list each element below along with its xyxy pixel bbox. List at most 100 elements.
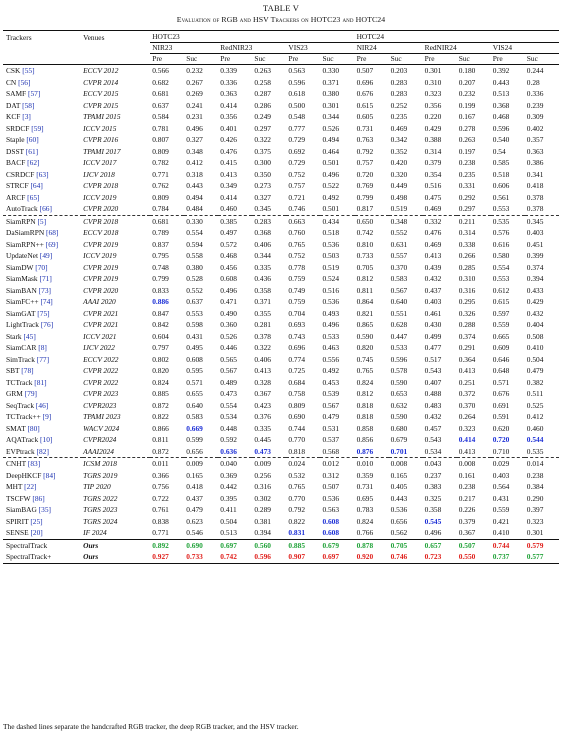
suc-value: 0.494 — [322, 135, 340, 144]
tracker-name: MHT [22] — [3, 481, 83, 493]
citation-link[interactable]: [74] — [40, 297, 53, 306]
table-row: SPIRIT [25] TGRS 2024 0.838 0.623 0.504 0.381… — [3, 516, 559, 528]
tracker-name-text: SiamCAR — [6, 343, 37, 352]
citation-link[interactable]: [84] — [43, 470, 56, 480]
citation-link[interactable]: [82] — [36, 446, 49, 456]
suc-value: 0.217 — [458, 493, 476, 503]
suc-value: 0.368 — [254, 228, 271, 237]
tracker-name: TSCFW [86] — [3, 493, 83, 505]
pre-value: 0.469 — [424, 239, 442, 249]
citation-link[interactable]: [76] — [40, 320, 54, 329]
pre-value: 0.496 — [220, 285, 237, 295]
pre-value: 0.604 — [152, 331, 169, 341]
suc-value: 0.537 — [322, 435, 340, 444]
tracker-name: SBT [78] — [3, 365, 83, 377]
citation-link[interactable]: [66] — [39, 204, 52, 213]
suc-value: 0.256 — [254, 470, 271, 480]
suc-header: Suc — [186, 54, 198, 63]
citation-link[interactable]: [9] — [42, 412, 52, 421]
citation-link[interactable]: [69] — [45, 239, 59, 249]
citation-link[interactable]: [78] — [21, 366, 34, 375]
citation-link[interactable]: [20] — [30, 528, 43, 537]
citation-link[interactable]: [62] — [27, 158, 40, 167]
citation-link[interactable]: [55] — [22, 66, 35, 75]
citation-link[interactable]: [22] — [24, 482, 37, 491]
citation-link[interactable]: [10] — [40, 435, 53, 444]
suc-value: 0.640 — [390, 297, 408, 306]
pre-value: 0.442 — [220, 482, 237, 491]
suc-value: 0.263 — [254, 66, 271, 75]
pre-value: 0.637 — [152, 100, 169, 110]
tracker-name: SPIRIT [25] — [3, 516, 83, 528]
pre-value: 0.742 — [356, 228, 374, 237]
pre-value: 0.543 — [424, 366, 442, 375]
venue: ICCV 2019 — [83, 192, 117, 202]
suc-value: 0.551 — [390, 308, 408, 318]
citation-link[interactable]: [59] — [31, 123, 44, 133]
citation-link[interactable]: [57] — [28, 89, 41, 98]
pre-value: 0.811 — [356, 285, 373, 295]
pre-header: Pre — [492, 54, 503, 63]
pre-value: 0.770 — [288, 435, 306, 444]
pre-value: 0.684 — [288, 377, 306, 387]
citation-link[interactable]: [61] — [25, 146, 39, 156]
citation-link[interactable]: [79] — [24, 389, 38, 398]
citation-link[interactable]: [63] — [36, 169, 49, 179]
citation-link[interactable]: [60] — [26, 135, 39, 144]
citation-link[interactable]: [68] — [46, 228, 59, 237]
citation-link[interactable]: [8] — [38, 343, 47, 352]
citation-link[interactable]: [5] — [37, 216, 47, 226]
citation-link[interactable]: [86] — [32, 493, 45, 503]
venue: TPAMI 2015 — [83, 112, 121, 121]
pre-value: 0.392 — [492, 66, 510, 75]
citation-link[interactable]: [75] — [37, 308, 50, 318]
pre-value: 0.821 — [356, 308, 374, 318]
citation-link[interactable]: [45] — [23, 331, 36, 341]
citation-link[interactable]: [83] — [27, 459, 41, 468]
citation-link[interactable]: [25] — [30, 516, 43, 526]
pre-value: 0.665 — [492, 331, 510, 341]
suc-value: 0.009 — [184, 457, 219, 470]
suc-value: 0.267 — [186, 77, 203, 87]
suc-value: 0.516 — [322, 285, 340, 295]
pre-value: 0.535 — [490, 214, 525, 227]
pre-value: 0.446 — [220, 343, 237, 352]
citation-link[interactable]: [70] — [35, 262, 48, 272]
citation-link[interactable]: [73] — [38, 285, 51, 295]
table-row: SiamBAG [35] TGRS 2023 0.761 0.479 0.411 0.28… — [3, 504, 559, 516]
pre-value: 0.837 — [152, 239, 169, 249]
suc-value: 0.264 — [458, 412, 476, 421]
tracker-name: SiamCAR [8] — [3, 342, 83, 354]
suc-value: 0.526 — [322, 123, 340, 133]
table-row: BACF [62] ICCV 2017 0.782 0.412 0.415 0.300 0.… — [3, 157, 559, 169]
pre-value: 0.443 — [492, 77, 510, 87]
pre-value: 0.489 — [220, 377, 237, 387]
pre-value: 0.744 — [288, 423, 306, 433]
citation-link[interactable]: [58] — [22, 100, 35, 110]
citation-link[interactable]: [56] — [18, 77, 31, 87]
citation-link[interactable]: [71] — [39, 274, 52, 283]
citation-link[interactable]: [80] — [27, 423, 40, 433]
citation-link[interactable]: [35] — [38, 505, 51, 514]
tracker-name: SpectralTrack — [3, 538, 84, 551]
suc-value: 0.380 — [322, 89, 340, 98]
suc-value: 0.199 — [458, 100, 476, 110]
pre-value: 0.833 — [152, 285, 169, 295]
pre-value: 0.395 — [220, 493, 237, 503]
pre-value: 0.789 — [152, 228, 169, 237]
citation-link[interactable]: [77] — [36, 354, 50, 364]
suc-value: 0.567 — [322, 400, 340, 410]
pre-value: 0.858 — [356, 423, 374, 433]
citation-link[interactable]: [64] — [30, 181, 43, 190]
suc-value: 0.680 — [390, 423, 408, 433]
pre-value: 0.690 — [288, 412, 306, 421]
suc-value: 0.379 — [458, 516, 476, 526]
table-row: AutoTrack [66] CVPR 2020 0.784 0.484 0.460 0.… — [3, 203, 559, 215]
citation-link[interactable]: [65] — [27, 192, 40, 202]
pre-value: 0.596 — [288, 77, 306, 87]
citation-link[interactable]: [49] — [39, 251, 53, 260]
pre-value: 0.564 — [492, 482, 510, 491]
citation-link[interactable]: [3] — [22, 112, 31, 121]
citation-link[interactable]: [46] — [35, 400, 49, 410]
citation-link[interactable]: [81] — [34, 377, 47, 387]
